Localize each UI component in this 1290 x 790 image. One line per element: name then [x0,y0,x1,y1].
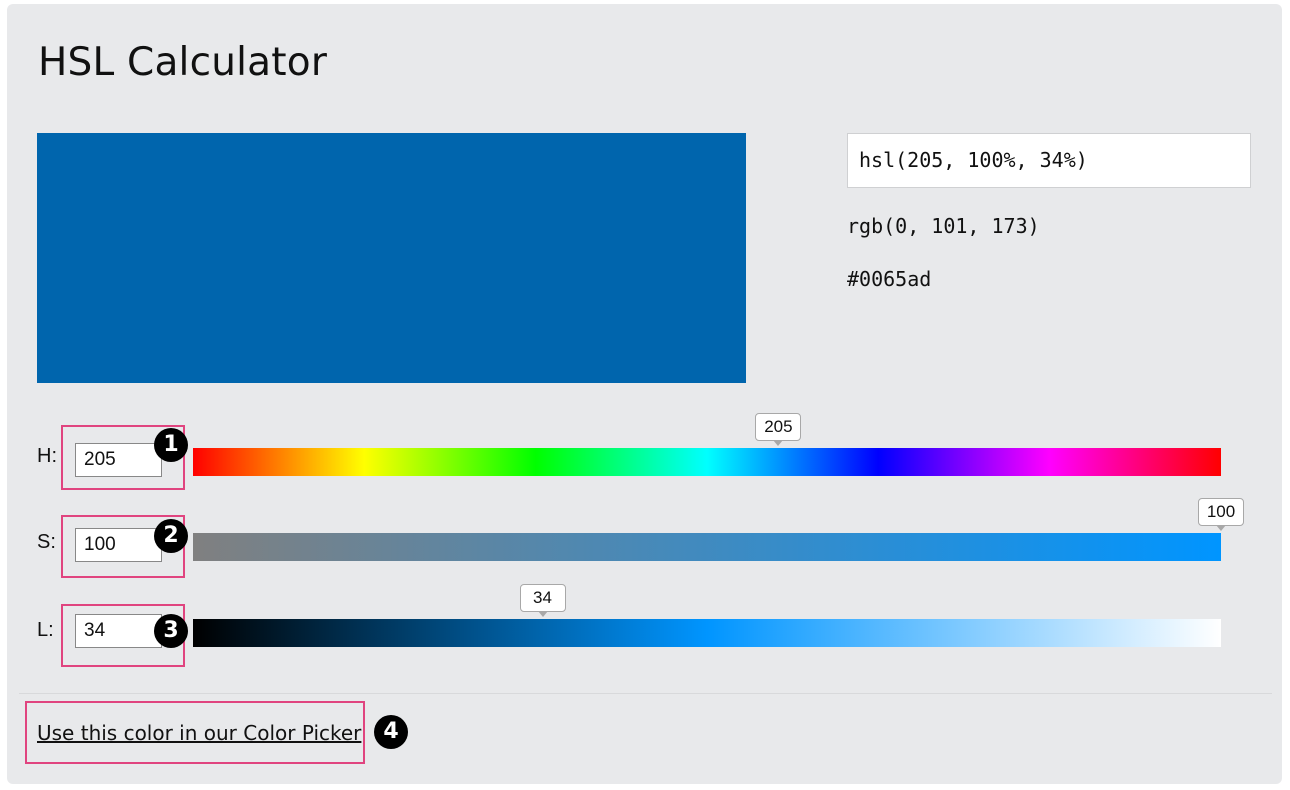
link-callout-badge: 4 [374,715,408,749]
hue-callout-badge: 1 [154,428,188,462]
hue-slider-thumb[interactable]: 205 [755,413,802,446]
hue-label: H: [37,445,57,467]
hue-input[interactable] [75,443,162,477]
lightness-slider-thumb[interactable]: 34 [519,584,566,617]
saturation-input[interactable] [75,528,162,562]
picker-link-highlight-box [25,701,365,764]
rgb-value: rgb(0, 101, 173) [847,214,1040,238]
lightness-slider[interactable]: 34 [193,584,1221,647]
hex-value: #0065ad [847,267,932,291]
lightness-label: L: [37,619,54,641]
lightness-callout-badge: 3 [154,614,188,648]
hue-highlight-box [61,425,185,490]
saturation-slider-thumb[interactable]: 100 [1198,498,1244,531]
saturation-callout-badge: 2 [154,519,188,553]
calculator-panel: HSL Calculator hsl(205, 100%, 34%) rgb(0… [7,4,1282,784]
saturation-slider[interactable]: 100 [193,498,1244,561]
color-swatch [37,133,746,383]
lightness-input[interactable] [75,614,162,648]
saturation-label: S: [37,531,56,553]
hsl-value-field[interactable]: hsl(205, 100%, 34%) [847,133,1251,188]
section-divider [19,693,1272,694]
color-picker-link[interactable]: Use this color in our Color Picker [37,721,362,745]
hue-slider[interactable]: 205 [193,413,1221,476]
page-title: HSL Calculator [38,40,328,85]
